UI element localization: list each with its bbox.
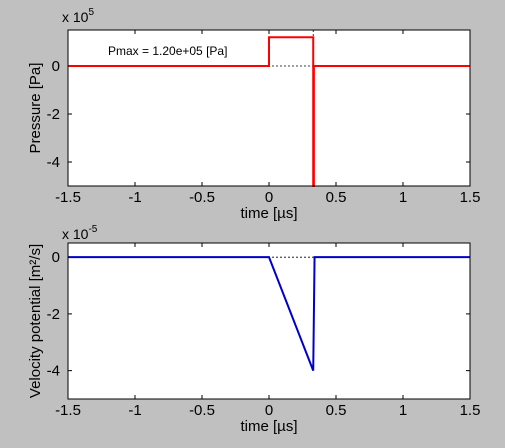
velocity-plot-area (67, 242, 471, 400)
pressure-x-axis-label: time [µs] (241, 205, 298, 222)
velocity-x-tick-label: 1 (399, 402, 407, 419)
velocity-x-tick-label: -1 (128, 402, 141, 419)
velocity-x-axis-label: time [µs] (241, 418, 298, 435)
pressure-y-tick-label: -4 (47, 154, 60, 171)
velocity-x-tick-label: 0 (265, 402, 273, 419)
velocity-series-line (68, 256, 470, 372)
velocity-x-tick-label: 1.5 (460, 402, 481, 419)
pressure-x-tick-label: -1.5 (55, 189, 81, 206)
velocity-y-axis-label: Velocity potential [m²/s] (27, 244, 44, 398)
velocity-axes-frame (67, 242, 471, 400)
pressure-y-tick-label: -2 (47, 106, 60, 123)
pressure-x-tick-label: 1.5 (460, 189, 481, 206)
pressure-annotation: Pmax = 1.20e+05 [Pa] (108, 44, 227, 58)
pressure-series-line (68, 36, 470, 187)
pressure-x-tick-label: 0.5 (326, 189, 347, 206)
pressure-y-axis-label: Pressure [Pa] (27, 63, 44, 154)
pressure-x-tick-label: 0 (265, 189, 273, 206)
velocity-x-tick-label: -1.5 (55, 402, 81, 419)
velocity-y-tick-label: -2 (47, 306, 60, 323)
pressure-x-tick-label: -1 (128, 189, 141, 206)
pressure-x-tick-label: 1 (399, 189, 407, 206)
pressure-axes-frame (67, 29, 471, 187)
velocity-x-tick-label: 0.5 (326, 402, 347, 419)
pressure-axes: x 105 Pmax = 1.20e+05 [Pa] Pressure [Pa]… (27, 7, 480, 222)
velocity-multiplier: x 10-5 (62, 224, 98, 242)
velocity-x-tick-label: -0.5 (189, 402, 215, 419)
velocity-y-tick-label: 0 (52, 249, 60, 266)
velocity-axes: x 10-5 Velocity potential [m²/s] time [µ… (27, 224, 480, 435)
pressure-y-tick-label: 0 (52, 58, 60, 75)
pressure-x-tick-label: -0.5 (189, 189, 215, 206)
velocity-y-tick-label: -4 (47, 363, 60, 380)
pressure-multiplier: x 105 (62, 7, 94, 25)
